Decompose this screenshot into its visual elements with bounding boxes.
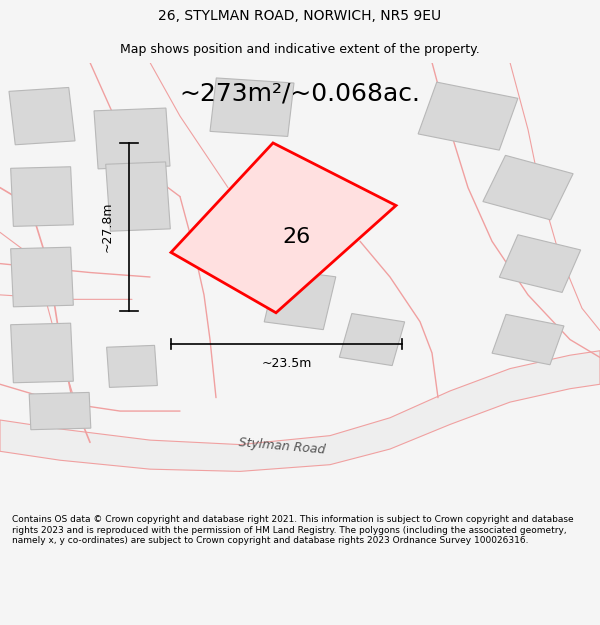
Polygon shape: [11, 323, 73, 382]
Polygon shape: [483, 156, 573, 220]
Text: Map shows position and indicative extent of the property.: Map shows position and indicative extent…: [120, 42, 480, 56]
Polygon shape: [94, 108, 170, 169]
Text: 26: 26: [283, 228, 311, 248]
Polygon shape: [499, 235, 581, 292]
Polygon shape: [107, 346, 157, 388]
Polygon shape: [418, 82, 518, 150]
Polygon shape: [11, 248, 73, 307]
Polygon shape: [492, 314, 564, 365]
Polygon shape: [171, 143, 396, 312]
Polygon shape: [340, 314, 404, 366]
Polygon shape: [29, 392, 91, 430]
Polygon shape: [0, 351, 600, 471]
Text: 26, STYLMAN ROAD, NORWICH, NR5 9EU: 26, STYLMAN ROAD, NORWICH, NR5 9EU: [158, 9, 442, 23]
Text: ~273m²/~0.068ac.: ~273m²/~0.068ac.: [179, 82, 421, 106]
Polygon shape: [210, 78, 294, 136]
Text: Contains OS data © Crown copyright and database right 2021. This information is : Contains OS data © Crown copyright and d…: [12, 515, 574, 545]
Polygon shape: [264, 269, 336, 329]
Text: ~23.5m: ~23.5m: [262, 357, 311, 371]
Polygon shape: [9, 88, 75, 145]
Text: Stylman Road: Stylman Road: [238, 436, 326, 457]
Polygon shape: [11, 167, 73, 226]
Text: ~27.8m: ~27.8m: [101, 201, 114, 252]
Polygon shape: [106, 162, 170, 231]
